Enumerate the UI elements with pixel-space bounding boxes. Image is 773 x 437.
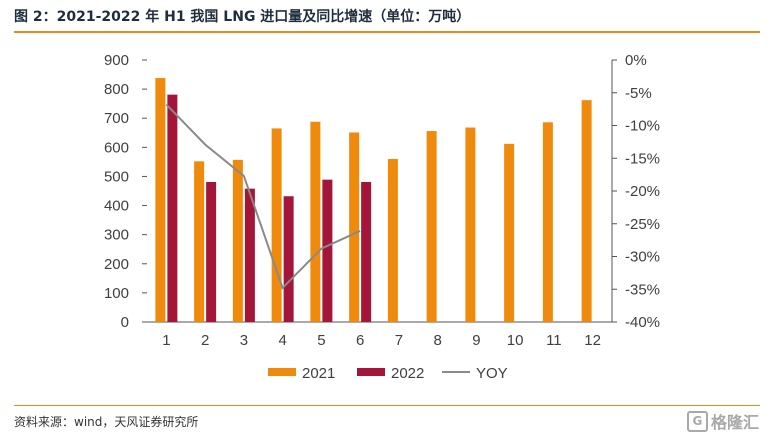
chart-title: 图 2：2021-2022 年 H1 我国 LNG 进口量及同比增速（单位：万吨… [14,9,471,25]
bar-2022 [322,179,333,322]
chart-axes: 0 100 200 300 400 500 600 700 800 900 0% -5% -10% -15… [104,52,660,349]
y-left-tick-label: 200 [104,256,129,273]
y-left-tick-label: 900 [104,52,129,69]
y-right-tick-label: -30% [625,249,660,266]
title-divider [14,31,760,33]
yoy-line-series [165,103,361,290]
G-logo-icon: G [686,410,708,432]
watermark-text: 格隆汇 [710,413,759,432]
x-tick-label: 11 [546,332,562,349]
chart-legend: 2021 2022 YOY [268,365,508,382]
bar-2021 [194,161,205,322]
bar-2021 [232,159,243,322]
y-right-tick-label: -35% [625,281,660,298]
x-tick-label: 12 [584,332,601,349]
x-tick-label: 3 [240,332,248,349]
watermark: G 格隆汇 [686,409,759,433]
y-right-tick-label: -20% [625,183,660,200]
source-note: 资料来源：wind，天风证券研究所 [14,415,199,429]
x-tick-label: 8 [433,332,441,349]
bar-2021 [271,128,282,322]
x-tick-label: 5 [317,332,325,349]
x-tick-label: 4 [278,332,286,349]
bar-2021 [542,122,553,322]
legend-label-2022: 2022 [391,365,424,382]
source-divider [14,405,760,406]
legend-label-2021: 2021 [302,365,335,382]
y-left-tick-label: 0 [121,314,129,331]
x-tick-label: 7 [395,332,403,349]
y-left-tick-label: 600 [104,139,129,156]
y-right-tick-label: -15% [625,150,660,167]
yoy-line [165,103,361,290]
y-right-tick-label: -10% [625,118,660,135]
bar-2022 [206,181,217,322]
x-tick-label: 1 [162,332,170,349]
bar-series [155,78,592,323]
bar-2021 [155,78,166,322]
bar-2022 [283,196,294,322]
y-right-tick-label: -40% [625,314,660,331]
bar-2021 [426,131,437,322]
legend-label-yoy: YOY [476,365,508,382]
y-left-tick-label: 500 [104,168,129,185]
y-left-tick-label: 700 [104,110,129,127]
y-right-tick-label: -5% [625,85,652,102]
y-right-tick-label: 0% [625,52,647,69]
y-right-tick-label: -25% [625,216,660,233]
bar-2021 [387,158,398,322]
bar-2022 [167,94,178,323]
legend-swatch-2022 [357,368,385,376]
bar-2021 [310,121,321,323]
y-left-tick-label: 400 [104,198,129,215]
x-tick-label: 9 [472,332,480,349]
bar-2022 [361,181,372,322]
x-tick-label: 10 [507,332,524,349]
bar-2021 [349,132,360,322]
bar-2022 [244,188,255,322]
x-tick-label: 6 [356,332,364,349]
bar-2021 [581,100,592,322]
bar-2021 [504,143,515,322]
y-left-tick-label: 300 [104,227,129,244]
y-left-tick-label: 100 [104,285,129,302]
bar-2021 [465,127,476,322]
y-left-tick-label: 800 [104,81,129,98]
x-tick-label: 2 [201,332,209,349]
legend-swatch-2021 [268,368,296,376]
